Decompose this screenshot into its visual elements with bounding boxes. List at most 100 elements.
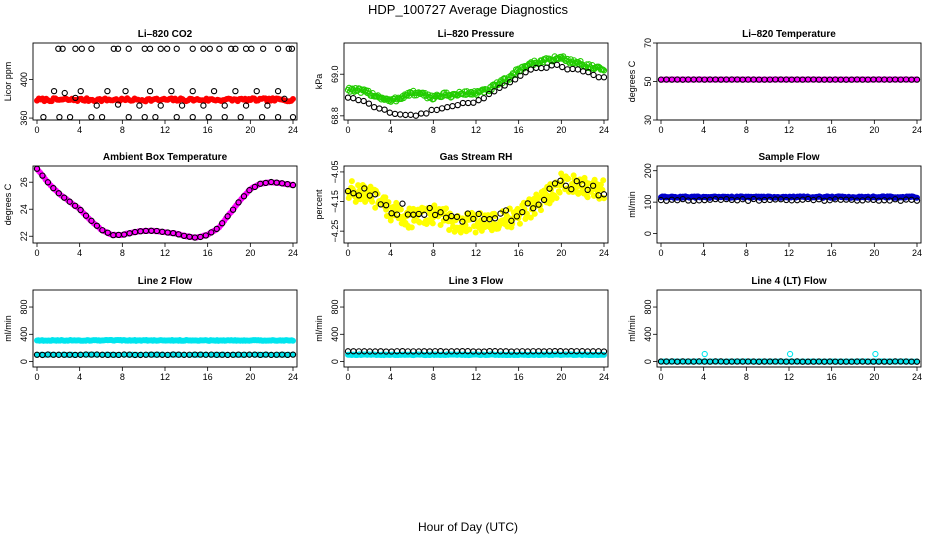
series-sample-black — [657, 195, 921, 205]
data-point — [189, 113, 196, 121]
x-tick-label: 20 — [245, 372, 255, 382]
data-point — [423, 110, 430, 117]
data-point — [446, 227, 453, 234]
data-point — [744, 197, 752, 204]
x-tick-label: 4 — [77, 372, 82, 382]
data-point — [178, 102, 186, 109]
x-tick-label: 24 — [912, 372, 922, 382]
data-point — [258, 113, 266, 121]
data-point — [600, 177, 607, 184]
data-point — [485, 90, 493, 98]
x-tick-label: 8 — [744, 125, 749, 135]
data-point — [437, 209, 444, 216]
data-point — [44, 179, 52, 186]
data-point — [496, 84, 503, 92]
data-point — [344, 187, 352, 195]
data-point — [350, 95, 357, 102]
panel-5: Gas Stream RH 0 4 8 12 16 20 24 −4.05 −4.15 −4.25 p… — [314, 152, 609, 258]
panel-6: Sample Flow 0 4 8 12 16 20 24 0 100 200 ml/min — [627, 152, 922, 258]
x-tick-label: 24 — [599, 248, 609, 258]
data-point — [189, 45, 196, 52]
data-point — [480, 95, 487, 102]
y-tick-label: 400 — [330, 327, 340, 342]
data-point — [516, 220, 523, 227]
data-point — [399, 200, 406, 207]
x-tick-label: 8 — [120, 125, 125, 135]
x-tick-label: 20 — [245, 125, 255, 135]
series-co2-high — [55, 45, 296, 52]
data-point — [202, 232, 210, 239]
data-point — [78, 45, 85, 52]
data-point — [449, 103, 456, 110]
data-point — [574, 66, 582, 73]
data-point — [546, 185, 553, 192]
data-point — [453, 213, 461, 220]
data-point — [40, 113, 47, 121]
data-point — [253, 87, 260, 95]
data-point — [114, 45, 122, 52]
series-ambient-black — [33, 165, 297, 241]
data-point — [200, 102, 207, 109]
data-point — [538, 64, 545, 72]
data-point — [386, 109, 393, 116]
data-point — [173, 113, 180, 121]
series-line4-cyan-spikes — [701, 350, 879, 358]
data-point — [786, 350, 794, 358]
data-point — [442, 214, 450, 221]
data-point — [429, 220, 436, 227]
data-point — [136, 102, 143, 109]
data-point — [110, 45, 117, 52]
data-point — [599, 66, 607, 73]
data-point — [289, 95, 296, 102]
data-point — [114, 101, 122, 108]
series-temp-black — [657, 76, 921, 83]
data-point — [55, 45, 62, 52]
x-tick-label: 16 — [827, 248, 837, 258]
x-tick-label: 8 — [431, 372, 436, 382]
data-point — [417, 110, 425, 117]
data-point — [438, 105, 446, 112]
x-tick-label: 16 — [827, 372, 837, 382]
x-tick-label: 8 — [120, 372, 125, 382]
data-point — [355, 96, 362, 104]
data-point — [189, 87, 196, 95]
data-point — [557, 177, 564, 184]
y-tick-label: 50 — [643, 76, 653, 86]
x-tick-label: 8 — [431, 125, 436, 135]
data-points — [344, 170, 608, 236]
y-tick-label: 0 — [19, 359, 29, 364]
x-tick-label: 12 — [784, 125, 794, 135]
y-tick-label: 400 — [19, 72, 29, 87]
x-tick-label: 0 — [345, 248, 350, 258]
data-point — [221, 113, 228, 121]
x-tick-label: 16 — [514, 372, 524, 382]
data-point — [221, 102, 228, 109]
data-point — [88, 217, 95, 224]
data-point — [210, 87, 218, 95]
series-co2-low — [40, 113, 297, 121]
data-point — [679, 195, 686, 203]
data-point — [739, 196, 746, 203]
data-point — [556, 189, 563, 196]
data-point — [465, 99, 472, 107]
y-axis-label: ml/min — [3, 315, 13, 342]
series-pressure-black — [344, 61, 608, 119]
y-tick-label: 69.0 — [330, 65, 340, 83]
data-points — [657, 350, 921, 365]
plot-frame — [343, 165, 609, 244]
data-point — [421, 211, 428, 218]
y-tick-label: 400 — [19, 327, 29, 342]
data-point — [288, 45, 296, 52]
figure-title: HDP_100727 Average Diagnostics — [368, 2, 568, 17]
data-point — [163, 45, 171, 52]
data-point — [573, 177, 580, 185]
data-point — [229, 206, 237, 213]
data-point — [61, 194, 68, 201]
data-point — [437, 221, 444, 228]
plot-frame — [343, 42, 609, 121]
data-point — [77, 87, 84, 95]
data-point — [224, 213, 231, 220]
data-point — [600, 74, 608, 81]
data-point — [370, 103, 378, 111]
data-point — [274, 45, 282, 52]
